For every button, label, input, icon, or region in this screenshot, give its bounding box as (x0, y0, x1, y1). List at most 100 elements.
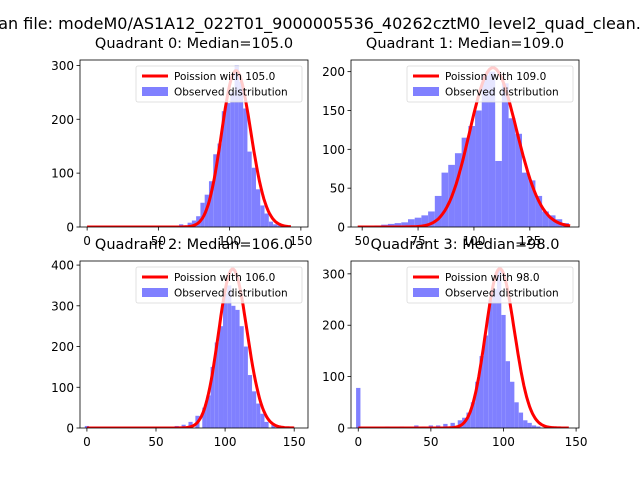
y-tick-label: 0 (337, 422, 345, 436)
histogram-bar (252, 391, 257, 428)
y-tick-label: 200 (51, 113, 74, 127)
subplot-quadrant-2: 0 50 100 150 0 100 200 300 400 Quadrant 2: Median… (51, 237, 309, 449)
histogram-bar (243, 108, 248, 227)
histogram-bar (260, 413, 265, 428)
y-tick-label: 150 (322, 104, 345, 118)
histogram-bar (481, 75, 489, 227)
histogram-bar (542, 211, 549, 227)
subplot-title: Quadrant 1: Median=109.0 (366, 36, 564, 52)
legend-box (406, 266, 574, 304)
x-tick-label: 150 (283, 435, 306, 449)
y-tick-label: 200 (51, 340, 74, 354)
legend-label: Poission with 109.0 (445, 71, 546, 83)
histogram-bar (271, 424, 276, 428)
legend-bar-swatch (413, 87, 439, 96)
histogram-bar (468, 126, 476, 227)
histogram-bar (531, 425, 537, 428)
histogram-bar (226, 103, 231, 227)
histogram-bar (202, 407, 207, 428)
histogram-bar (264, 421, 269, 428)
histogram-bar (461, 137, 469, 227)
plot-area (356, 267, 569, 428)
x-tick-label: 100 (214, 435, 237, 449)
subplot-title: Quadrant 0: Median=105.0 (95, 36, 293, 52)
subplot-title: Quadrant 3: Median=98.0 (371, 237, 560, 253)
legend-label: Poission with 105.0 (174, 71, 275, 83)
histogram-bar (191, 220, 197, 227)
histogram-bar (251, 167, 256, 227)
legend-label: Poission with 106.0 (174, 272, 275, 284)
histogram-bar (223, 293, 228, 428)
figure-suptitle: Median file: modeM0/AS1A12_022T01_900000… (0, 14, 640, 38)
histogram-bar (514, 402, 519, 428)
x-tick-label: 0 (83, 234, 91, 248)
y-tick-label: 0 (66, 422, 74, 436)
histogram-bar (256, 403, 261, 428)
legend-box (135, 65, 303, 103)
histogram-bar (508, 118, 516, 227)
legend-label: Observed distribution (445, 288, 559, 300)
histogram-bar (505, 361, 511, 428)
histogram-bar (277, 225, 282, 227)
plot-area (357, 66, 571, 227)
histogram-bar (428, 211, 435, 227)
histogram-bar (221, 111, 227, 227)
y-tick-label: 200 (322, 65, 345, 79)
y-tick-label: 200 (322, 319, 345, 333)
histogram-bar (528, 180, 536, 227)
poisson-curve (86, 267, 295, 428)
y-tick-label: 100 (322, 143, 345, 157)
histogram-bar (200, 202, 205, 227)
x-tick-label: 100 (218, 234, 241, 248)
legend-bar-swatch (142, 87, 168, 96)
poisson-curve (357, 66, 571, 227)
histogram-bar (443, 423, 448, 428)
histogram-bar (510, 381, 515, 428)
histogram-bar (535, 195, 543, 227)
axes-frame (79, 59, 309, 228)
histogram-bar (408, 219, 415, 227)
histogram-bar (230, 92, 235, 227)
subplot-quadrant-0: 0 50 100 150 0 100 200 300 Quadrant 0: Median=10… (51, 36, 312, 248)
y-tick-label: 300 (51, 299, 74, 313)
histogram-bar (264, 213, 269, 227)
x-tick-label: 100 (492, 435, 515, 449)
axes-frame (79, 260, 309, 429)
y-tick-label: 300 (322, 267, 345, 281)
histogram-bar (479, 356, 484, 428)
histogram-bar (496, 268, 502, 428)
legend-label: Observed distribution (174, 288, 288, 300)
x-tick-label: 50 (151, 234, 166, 248)
histogram-bar (466, 412, 471, 428)
histogram-bar (401, 222, 408, 227)
histogram-bar (238, 81, 244, 227)
histogram-bar (255, 189, 261, 227)
plot-area (84, 267, 295, 428)
histogram-bar (483, 335, 489, 428)
suptitle-text: Median file: modeM0/AS1A12_022T01_900000… (0, 14, 640, 33)
x-tick-label: 50 (355, 234, 370, 248)
histogram-bar (518, 412, 524, 428)
x-tick-label: 0 (83, 435, 91, 449)
x-tick-label: 150 (565, 435, 588, 449)
histogram-bar (231, 305, 236, 428)
histogram-bar (488, 71, 496, 227)
histogram-bar (210, 366, 215, 428)
y-tick-label: 100 (322, 370, 345, 384)
histogram-bar (475, 110, 482, 227)
plot-area (87, 65, 292, 227)
histogram-bar (470, 402, 476, 428)
histogram-bar (235, 309, 240, 428)
histogram-bar (214, 342, 219, 428)
histogram-bar (548, 215, 556, 227)
histogram-bar (441, 172, 449, 227)
y-tick-label: 400 (51, 259, 74, 273)
histogram-bar (501, 83, 509, 227)
y-tick-label: 50 (330, 182, 345, 196)
histogram-bar (268, 221, 274, 227)
histogram-bar (434, 195, 442, 227)
legend: Poission with 106.0 Observed distribution (135, 266, 303, 304)
histogram-bar (206, 395, 211, 428)
histogram-bar (454, 153, 462, 227)
